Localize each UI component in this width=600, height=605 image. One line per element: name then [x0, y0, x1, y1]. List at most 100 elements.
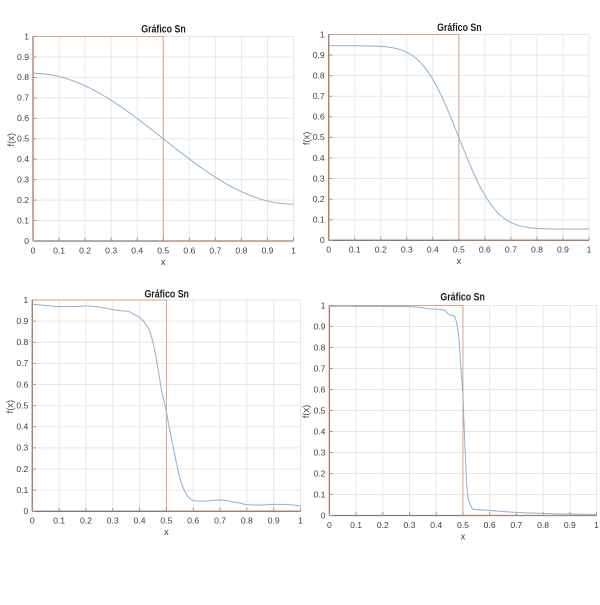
svg-text:0.6: 0.6	[183, 245, 195, 255]
svg-text:0.9: 0.9	[17, 52, 29, 62]
svg-text:f(x): f(x)	[6, 133, 16, 146]
svg-text:0.7: 0.7	[17, 93, 29, 103]
svg-text:0.5: 0.5	[457, 520, 469, 530]
svg-text:x: x	[161, 257, 166, 267]
svg-text:0: 0	[327, 520, 332, 530]
svg-text:Gráfico Sn: Gráfico Sn	[144, 289, 189, 301]
svg-text:0.7: 0.7	[505, 245, 517, 255]
svg-text:0.8: 0.8	[241, 516, 253, 526]
svg-text:0.8: 0.8	[313, 70, 325, 80]
svg-text:0.3: 0.3	[105, 245, 117, 255]
svg-text:Gráfico Sn: Gráfico Sn	[440, 292, 485, 304]
svg-text:0: 0	[30, 516, 35, 526]
svg-text:0.4: 0.4	[134, 516, 146, 526]
svg-text:0.3: 0.3	[107, 516, 119, 526]
svg-text:0.9: 0.9	[261, 245, 273, 255]
svg-text:f(x): f(x)	[5, 400, 15, 413]
svg-text:0: 0	[320, 235, 325, 245]
svg-text:0.4: 0.4	[313, 426, 325, 436]
svg-text:x: x	[457, 256, 462, 266]
svg-text:0.7: 0.7	[510, 520, 522, 530]
svg-text:0.5: 0.5	[17, 134, 29, 144]
svg-text:0.5: 0.5	[16, 400, 28, 410]
svg-text:f(x): f(x)	[301, 405, 311, 418]
svg-text:0.4: 0.4	[313, 153, 325, 163]
svg-text:1: 1	[320, 29, 325, 39]
svg-text:0.8: 0.8	[537, 520, 549, 530]
svg-text:0.1: 0.1	[17, 215, 29, 225]
svg-text:0.6: 0.6	[313, 384, 325, 394]
svg-text:0.4: 0.4	[427, 245, 439, 255]
svg-text:0.3: 0.3	[313, 447, 325, 457]
svg-text:0.2: 0.2	[377, 520, 389, 530]
svg-text:0.3: 0.3	[401, 245, 413, 255]
svg-text:0.6: 0.6	[187, 516, 199, 526]
svg-text:1: 1	[587, 245, 592, 255]
svg-text:0.2: 0.2	[80, 516, 92, 526]
svg-text:0.9: 0.9	[313, 50, 325, 60]
svg-text:1: 1	[298, 516, 303, 526]
svg-text:0.9: 0.9	[268, 516, 280, 526]
svg-text:0.1: 0.1	[16, 485, 28, 495]
svg-text:0.4: 0.4	[17, 154, 29, 164]
svg-text:0.7: 0.7	[313, 363, 325, 373]
svg-text:1: 1	[321, 300, 326, 310]
svg-text:0.5: 0.5	[453, 245, 465, 255]
svg-text:0.6: 0.6	[484, 520, 496, 530]
svg-text:x: x	[164, 527, 169, 537]
svg-text:1: 1	[594, 520, 599, 530]
svg-text:0.2: 0.2	[313, 468, 325, 478]
svg-text:0.2: 0.2	[17, 195, 29, 205]
svg-text:0.5: 0.5	[313, 405, 325, 415]
svg-text:0.3: 0.3	[17, 174, 29, 184]
svg-text:0.2: 0.2	[16, 464, 28, 474]
svg-text:0.1: 0.1	[53, 516, 65, 526]
svg-text:0.6: 0.6	[479, 245, 491, 255]
svg-text:0.8: 0.8	[235, 245, 247, 255]
svg-text:0: 0	[31, 245, 36, 255]
svg-text:0.8: 0.8	[313, 342, 325, 352]
svg-text:1: 1	[24, 31, 29, 41]
svg-text:0.1: 0.1	[349, 245, 361, 255]
svg-text:Gráfico Sn: Gráfico Sn	[141, 23, 186, 35]
svg-text:0.1: 0.1	[53, 245, 65, 255]
svg-text:0.8: 0.8	[16, 337, 28, 347]
svg-text:0.4: 0.4	[16, 422, 28, 432]
svg-text:0.9: 0.9	[557, 245, 569, 255]
svg-text:0.3: 0.3	[16, 443, 28, 453]
svg-text:0.3: 0.3	[313, 173, 325, 183]
svg-text:0.4: 0.4	[131, 245, 143, 255]
svg-text:Gráfico Sn: Gráfico Sn	[437, 22, 482, 34]
svg-text:0: 0	[24, 236, 29, 246]
svg-text:0.1: 0.1	[313, 489, 325, 499]
svg-text:0.7: 0.7	[313, 91, 325, 101]
svg-text:0.8: 0.8	[17, 72, 29, 82]
svg-text:0.5: 0.5	[313, 132, 325, 142]
svg-text:0.5: 0.5	[157, 245, 169, 255]
svg-text:0.5: 0.5	[160, 516, 172, 526]
svg-text:0.7: 0.7	[209, 245, 221, 255]
svg-text:1: 1	[24, 295, 29, 305]
svg-text:0.2: 0.2	[79, 245, 91, 255]
svg-text:0.6: 0.6	[16, 379, 28, 389]
svg-text:0.7: 0.7	[16, 358, 28, 368]
svg-text:0.9: 0.9	[564, 520, 576, 530]
svg-text:0.3: 0.3	[404, 520, 416, 530]
svg-text:0.9: 0.9	[16, 316, 28, 326]
svg-text:0.6: 0.6	[313, 112, 325, 122]
svg-text:0.2: 0.2	[313, 194, 325, 204]
svg-text:0.4: 0.4	[430, 520, 442, 530]
svg-text:0: 0	[326, 245, 331, 255]
svg-text:f(x): f(x)	[302, 132, 312, 145]
svg-text:0.9: 0.9	[313, 321, 325, 331]
svg-text:x: x	[461, 531, 466, 541]
svg-text:0.2: 0.2	[375, 245, 387, 255]
svg-text:0.6: 0.6	[17, 113, 29, 123]
svg-text:0.1: 0.1	[350, 520, 362, 530]
svg-text:0.7: 0.7	[214, 516, 226, 526]
svg-text:0: 0	[321, 510, 326, 520]
svg-text:0.8: 0.8	[531, 245, 543, 255]
svg-text:1: 1	[291, 245, 296, 255]
svg-text:0.1: 0.1	[313, 215, 325, 225]
svg-text:0: 0	[24, 506, 29, 516]
